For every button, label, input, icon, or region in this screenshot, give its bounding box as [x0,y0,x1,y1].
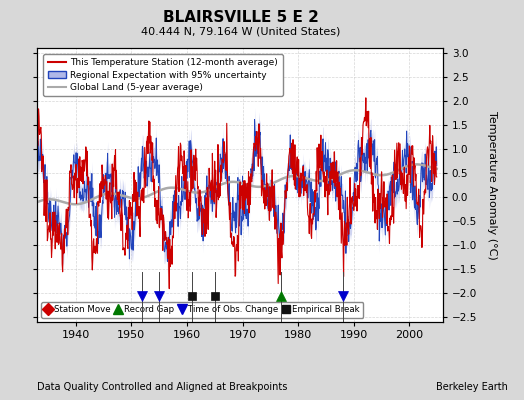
Text: 1940: 1940 [61,330,90,340]
Text: Data Quality Controlled and Aligned at Breakpoints: Data Quality Controlled and Aligned at B… [37,382,287,392]
Legend: Station Move, Record Gap, Time of Obs. Change, Empirical Break: Station Move, Record Gap, Time of Obs. C… [41,302,363,318]
Text: 1950: 1950 [117,330,145,340]
Text: 1980: 1980 [284,330,312,340]
Text: 1960: 1960 [173,330,201,340]
Text: 2000: 2000 [395,330,423,340]
Text: Berkeley Earth: Berkeley Earth [436,382,508,392]
Y-axis label: Temperature Anomaly (°C): Temperature Anomaly (°C) [487,111,497,259]
Text: 1990: 1990 [340,330,368,340]
Text: BLAIRSVILLE 5 E 2: BLAIRSVILLE 5 E 2 [163,10,319,25]
Text: 40.444 N, 79.164 W (United States): 40.444 N, 79.164 W (United States) [141,26,341,36]
Text: 1970: 1970 [228,330,257,340]
